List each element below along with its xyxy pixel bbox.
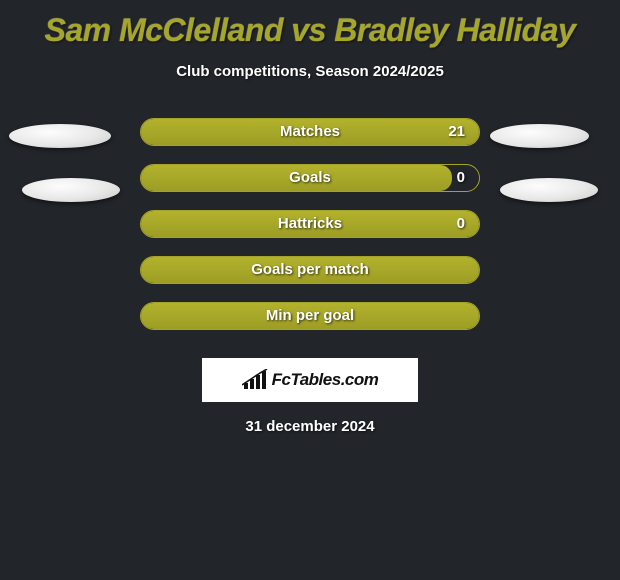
decorative-ellipse [500,178,598,202]
decorative-ellipse [22,178,120,202]
date-text: 31 december 2024 [0,418,620,435]
stat-bar-track [140,164,480,192]
stat-bar-row: Goals per match [0,256,620,302]
stat-bar-track [140,210,480,238]
decorative-ellipse [9,124,111,148]
stat-bar-fill [141,211,479,237]
stat-bar-track [140,256,480,284]
stats-bars: Matches21Goals0Hattricks0Goals per match… [0,118,620,348]
stat-bar-row: Hattricks0 [0,210,620,256]
stat-bar-track [140,118,480,146]
stat-bar-fill [141,257,479,283]
page-title: Sam McClelland vs Bradley Halliday [0,0,620,49]
logo-box: FcTables.com [202,358,418,402]
logo-text: FcTables.com [272,370,379,390]
stat-bar-track [140,302,480,330]
stat-bar-fill [141,119,479,145]
stat-bar-fill [141,165,452,191]
stat-bar-fill [141,303,479,329]
bar-chart-icon [242,369,268,391]
subtitle: Club competitions, Season 2024/2025 [0,63,620,80]
stat-bar-row: Min per goal [0,302,620,348]
decorative-ellipse [490,124,589,148]
